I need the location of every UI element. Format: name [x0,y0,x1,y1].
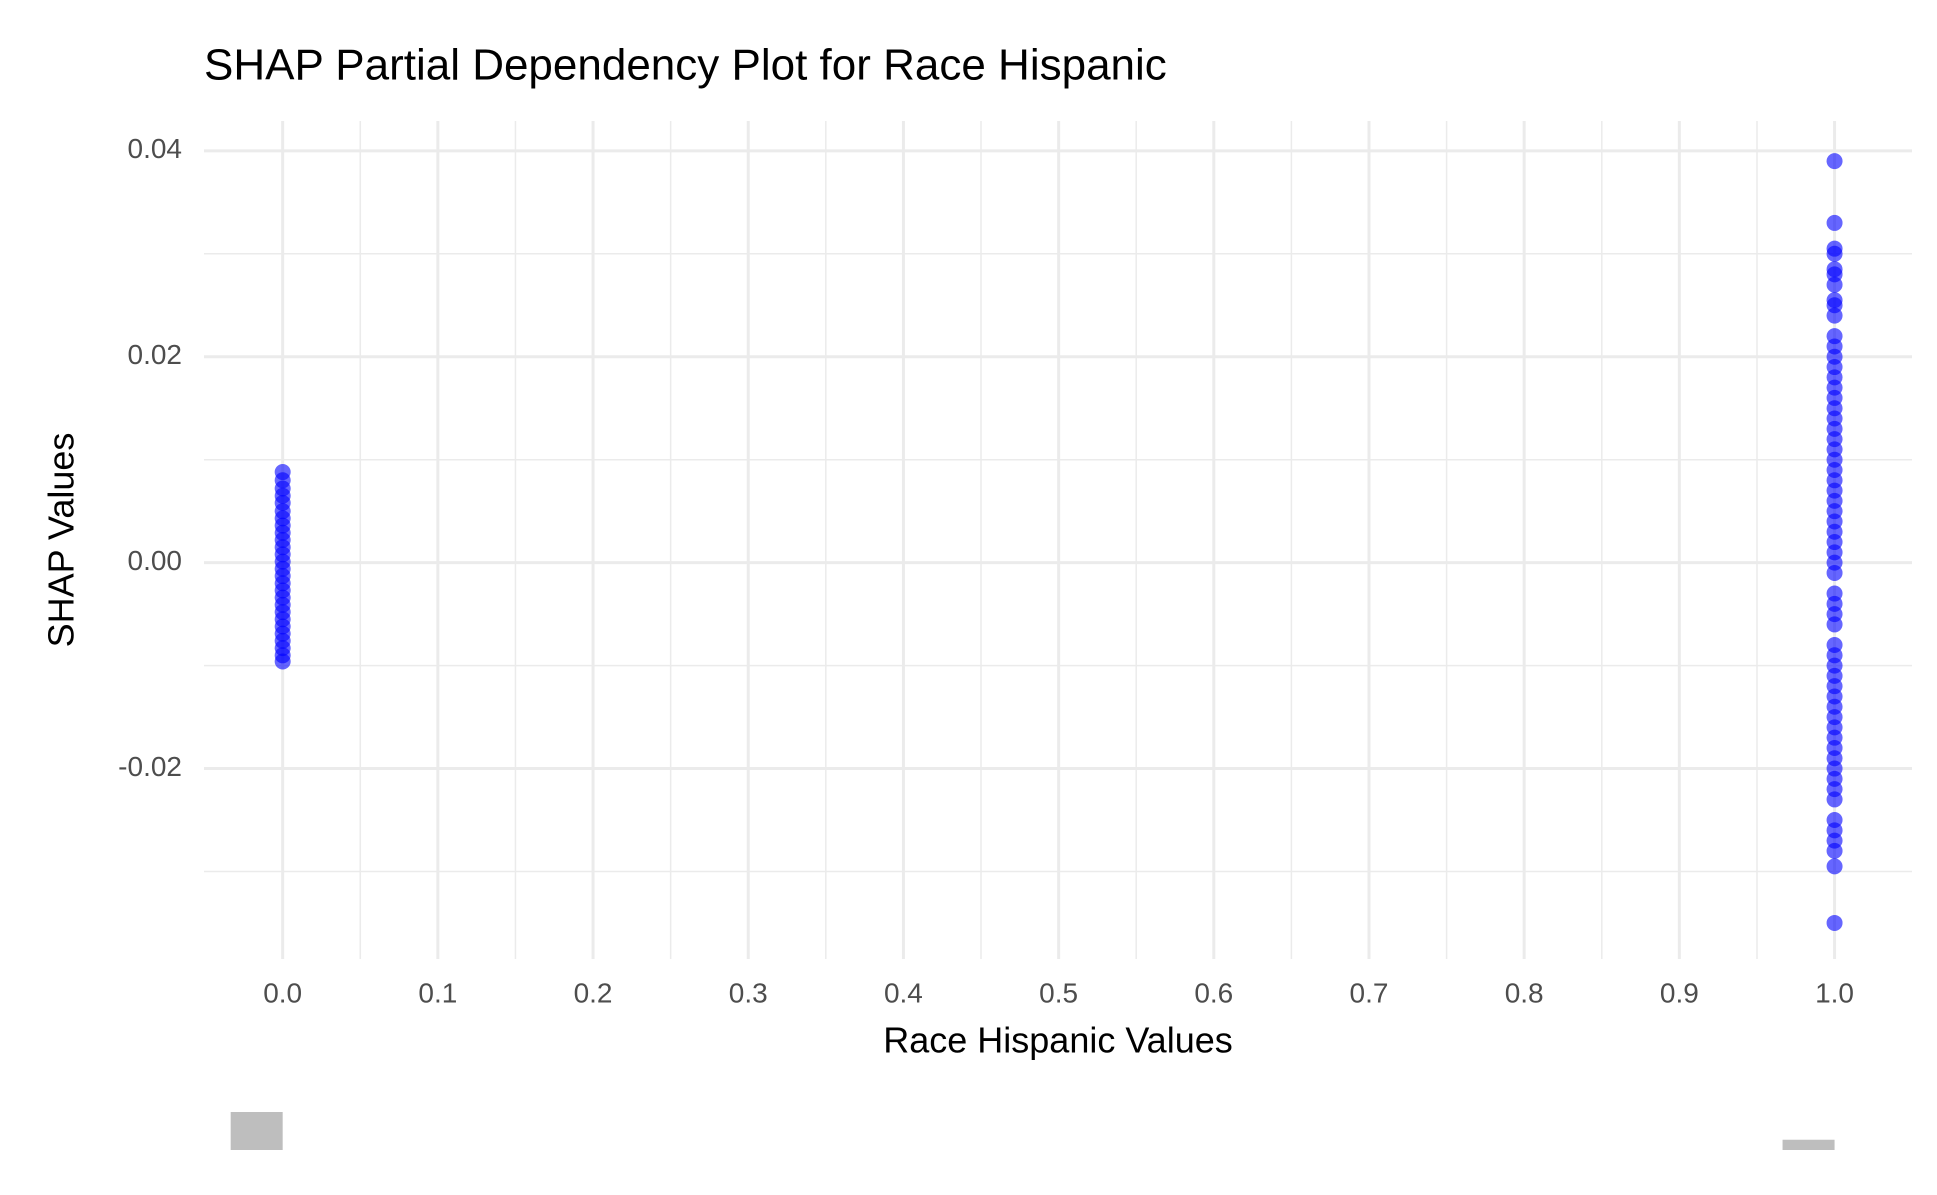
point [1826,858,1843,875]
point [274,653,291,670]
point [1826,276,1843,293]
chart-title: SHAP Partial Dependency Plot for Race Hi… [204,41,1167,90]
y-axis-title: SHAP Values [41,433,82,648]
point [1826,616,1843,633]
point [1826,307,1843,324]
point [1826,791,1843,808]
y-tick-label: -0.02 [118,751,182,782]
point [1826,245,1843,262]
x-tick-label: 0.8 [1505,977,1544,1008]
x-tick-label: 0.7 [1350,977,1389,1008]
x-axis-title: Race Hispanic Values [883,1020,1233,1061]
point [1826,564,1843,581]
point [1826,842,1843,859]
y-tick-label: 0.00 [128,545,183,576]
x-tick-label: 0.2 [574,977,613,1008]
x-tick-label: 0.4 [884,977,923,1008]
x-tick-label: 0.9 [1660,977,1699,1008]
marginal-bar [230,1112,283,1150]
x-tick-label: 0.1 [418,977,457,1008]
marginal-bar [1782,1139,1835,1150]
point [1826,153,1843,170]
y-tick-label: 0.04 [128,133,183,164]
x-tick-label: 0.3 [729,977,768,1008]
x-tick-label: 0.6 [1194,977,1233,1008]
point [1826,214,1843,231]
point [1826,914,1843,931]
y-tick-label: 0.02 [128,339,183,370]
x-tick-label: 0.5 [1039,977,1078,1008]
x-tick-label: 0.0 [263,977,302,1008]
x-tick-label: 1.0 [1815,977,1854,1008]
